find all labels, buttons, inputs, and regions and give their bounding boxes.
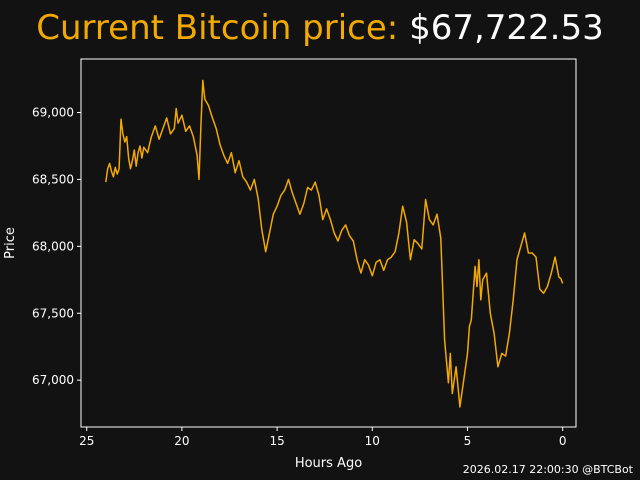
y-tick-label: 68,000 <box>32 239 74 253</box>
y-tick-label: 69,000 <box>32 106 74 120</box>
x-tick-label: 25 <box>79 434 94 448</box>
x-axis-label: Hours Ago <box>295 456 362 471</box>
title-label: Current Bitcoin price: <box>36 8 399 48</box>
x-tick-label: 15 <box>269 434 284 448</box>
x-tick-label: 20 <box>174 434 189 448</box>
y-tick-label: 67,000 <box>32 373 74 387</box>
timestamp-footer: 2026.02.17 22:00:30 @BTCBot <box>462 463 633 476</box>
x-tick-label: 5 <box>464 434 472 448</box>
y-axis-label: Price <box>3 227 18 259</box>
page-title: Current Bitcoin price: $67,722.53 <box>0 8 640 48</box>
current-price: $67,722.53 <box>409 8 604 48</box>
x-tick-label: 10 <box>365 434 380 448</box>
price-line <box>105 79 564 408</box>
plot-frame <box>80 58 577 428</box>
y-tick-label: 67,500 <box>32 306 74 320</box>
x-tick-label: 0 <box>559 434 567 448</box>
y-tick-label: 68,500 <box>32 172 74 186</box>
